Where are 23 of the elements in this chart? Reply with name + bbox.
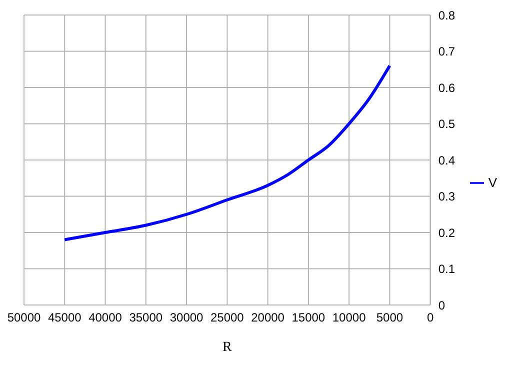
legend-label: V (488, 174, 497, 190)
y-tick-label: 0.7 (438, 44, 456, 59)
x-tick-label: 0 (426, 310, 434, 325)
y-tick-label: 0.8 (438, 8, 456, 22)
x-tick-label: 15000 (292, 310, 326, 325)
x-tick-label: 5000 (376, 310, 404, 325)
x-tick-label: 35000 (129, 310, 163, 325)
line-series (63, 64, 392, 242)
y-tick-label: 0 (438, 298, 446, 312)
x-tick-label: 50000 (7, 310, 42, 325)
y-tick-label: 0.6 (438, 80, 456, 95)
y-tick-label: 0.4 (438, 153, 456, 168)
y-tick-label: 0.1 (438, 262, 456, 276)
y-tick-label: 0.3 (438, 190, 456, 204)
x-tick-label: 10000 (332, 310, 366, 325)
x-tick-label: 40000 (88, 310, 122, 325)
x-tick-label: 30000 (170, 310, 204, 325)
x-tick-label: 25000 (210, 310, 244, 325)
y-tick-label: 0.2 (438, 226, 456, 240)
y-tick-label: 0.5 (438, 117, 456, 132)
x-axis-title: R (222, 340, 232, 355)
x-tick-label: 20000 (251, 310, 285, 325)
x-tick-label: 45000 (48, 310, 82, 325)
